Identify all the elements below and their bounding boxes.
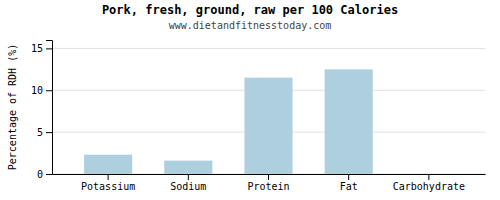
tick-label: 5	[37, 127, 43, 138]
tick: 5	[37, 127, 52, 138]
tick-mark	[348, 174, 349, 180]
tick-mark	[46, 90, 52, 91]
tick: Carbohydrate	[393, 174, 465, 192]
tick-mark	[46, 132, 52, 133]
tick-label: 0	[37, 169, 43, 180]
tick: 10	[31, 85, 52, 96]
tick-label: Carbohydrate	[393, 181, 465, 192]
bar	[164, 161, 212, 174]
title: Pork, fresh, ground, raw per 100 Calorie…	[102, 3, 398, 17]
tick-label: 10	[31, 85, 43, 96]
tick-label: Protein	[247, 181, 289, 192]
bar	[325, 69, 373, 174]
bar	[405, 174, 453, 175]
tick-label: 15	[31, 43, 43, 54]
grid-line	[52, 48, 485, 49]
axis-line	[46, 41, 53, 175]
chart: Pork, fresh, ground, raw per 100 Calorie…	[0, 0, 500, 200]
y-axis-title: Percentage of RDH (%)	[7, 44, 18, 170]
y-axis: 0 5 10 15	[31, 41, 53, 180]
tick-mark	[188, 174, 189, 180]
x-axis: Potassium Sodium Protein Fat Carbohydrate	[53, 174, 486, 192]
tick-label: Fat	[340, 181, 358, 192]
tick-mark	[108, 174, 109, 180]
tick: Sodium	[170, 174, 206, 192]
tick: Potassium	[81, 174, 135, 192]
tick-label: Potassium	[81, 181, 135, 192]
tick-mark	[268, 174, 269, 180]
tick-mark	[428, 174, 429, 180]
tick-mark	[46, 48, 52, 49]
tick-mark	[46, 174, 52, 175]
grid	[52, 48, 485, 174]
plot: Potassium Sodium Protein Fat Carbohydrate 0 5 1…	[31, 41, 486, 193]
bar	[84, 155, 132, 174]
tick: 15	[31, 43, 52, 54]
tick: 0	[37, 169, 52, 180]
tick-label: Sodium	[170, 181, 206, 192]
tick: Protein	[247, 174, 289, 192]
tick: Fat	[340, 174, 358, 192]
bars	[84, 69, 373, 174]
bar	[244, 78, 292, 174]
subtitle: www.dietandfitnesstoday.com	[169, 20, 332, 31]
